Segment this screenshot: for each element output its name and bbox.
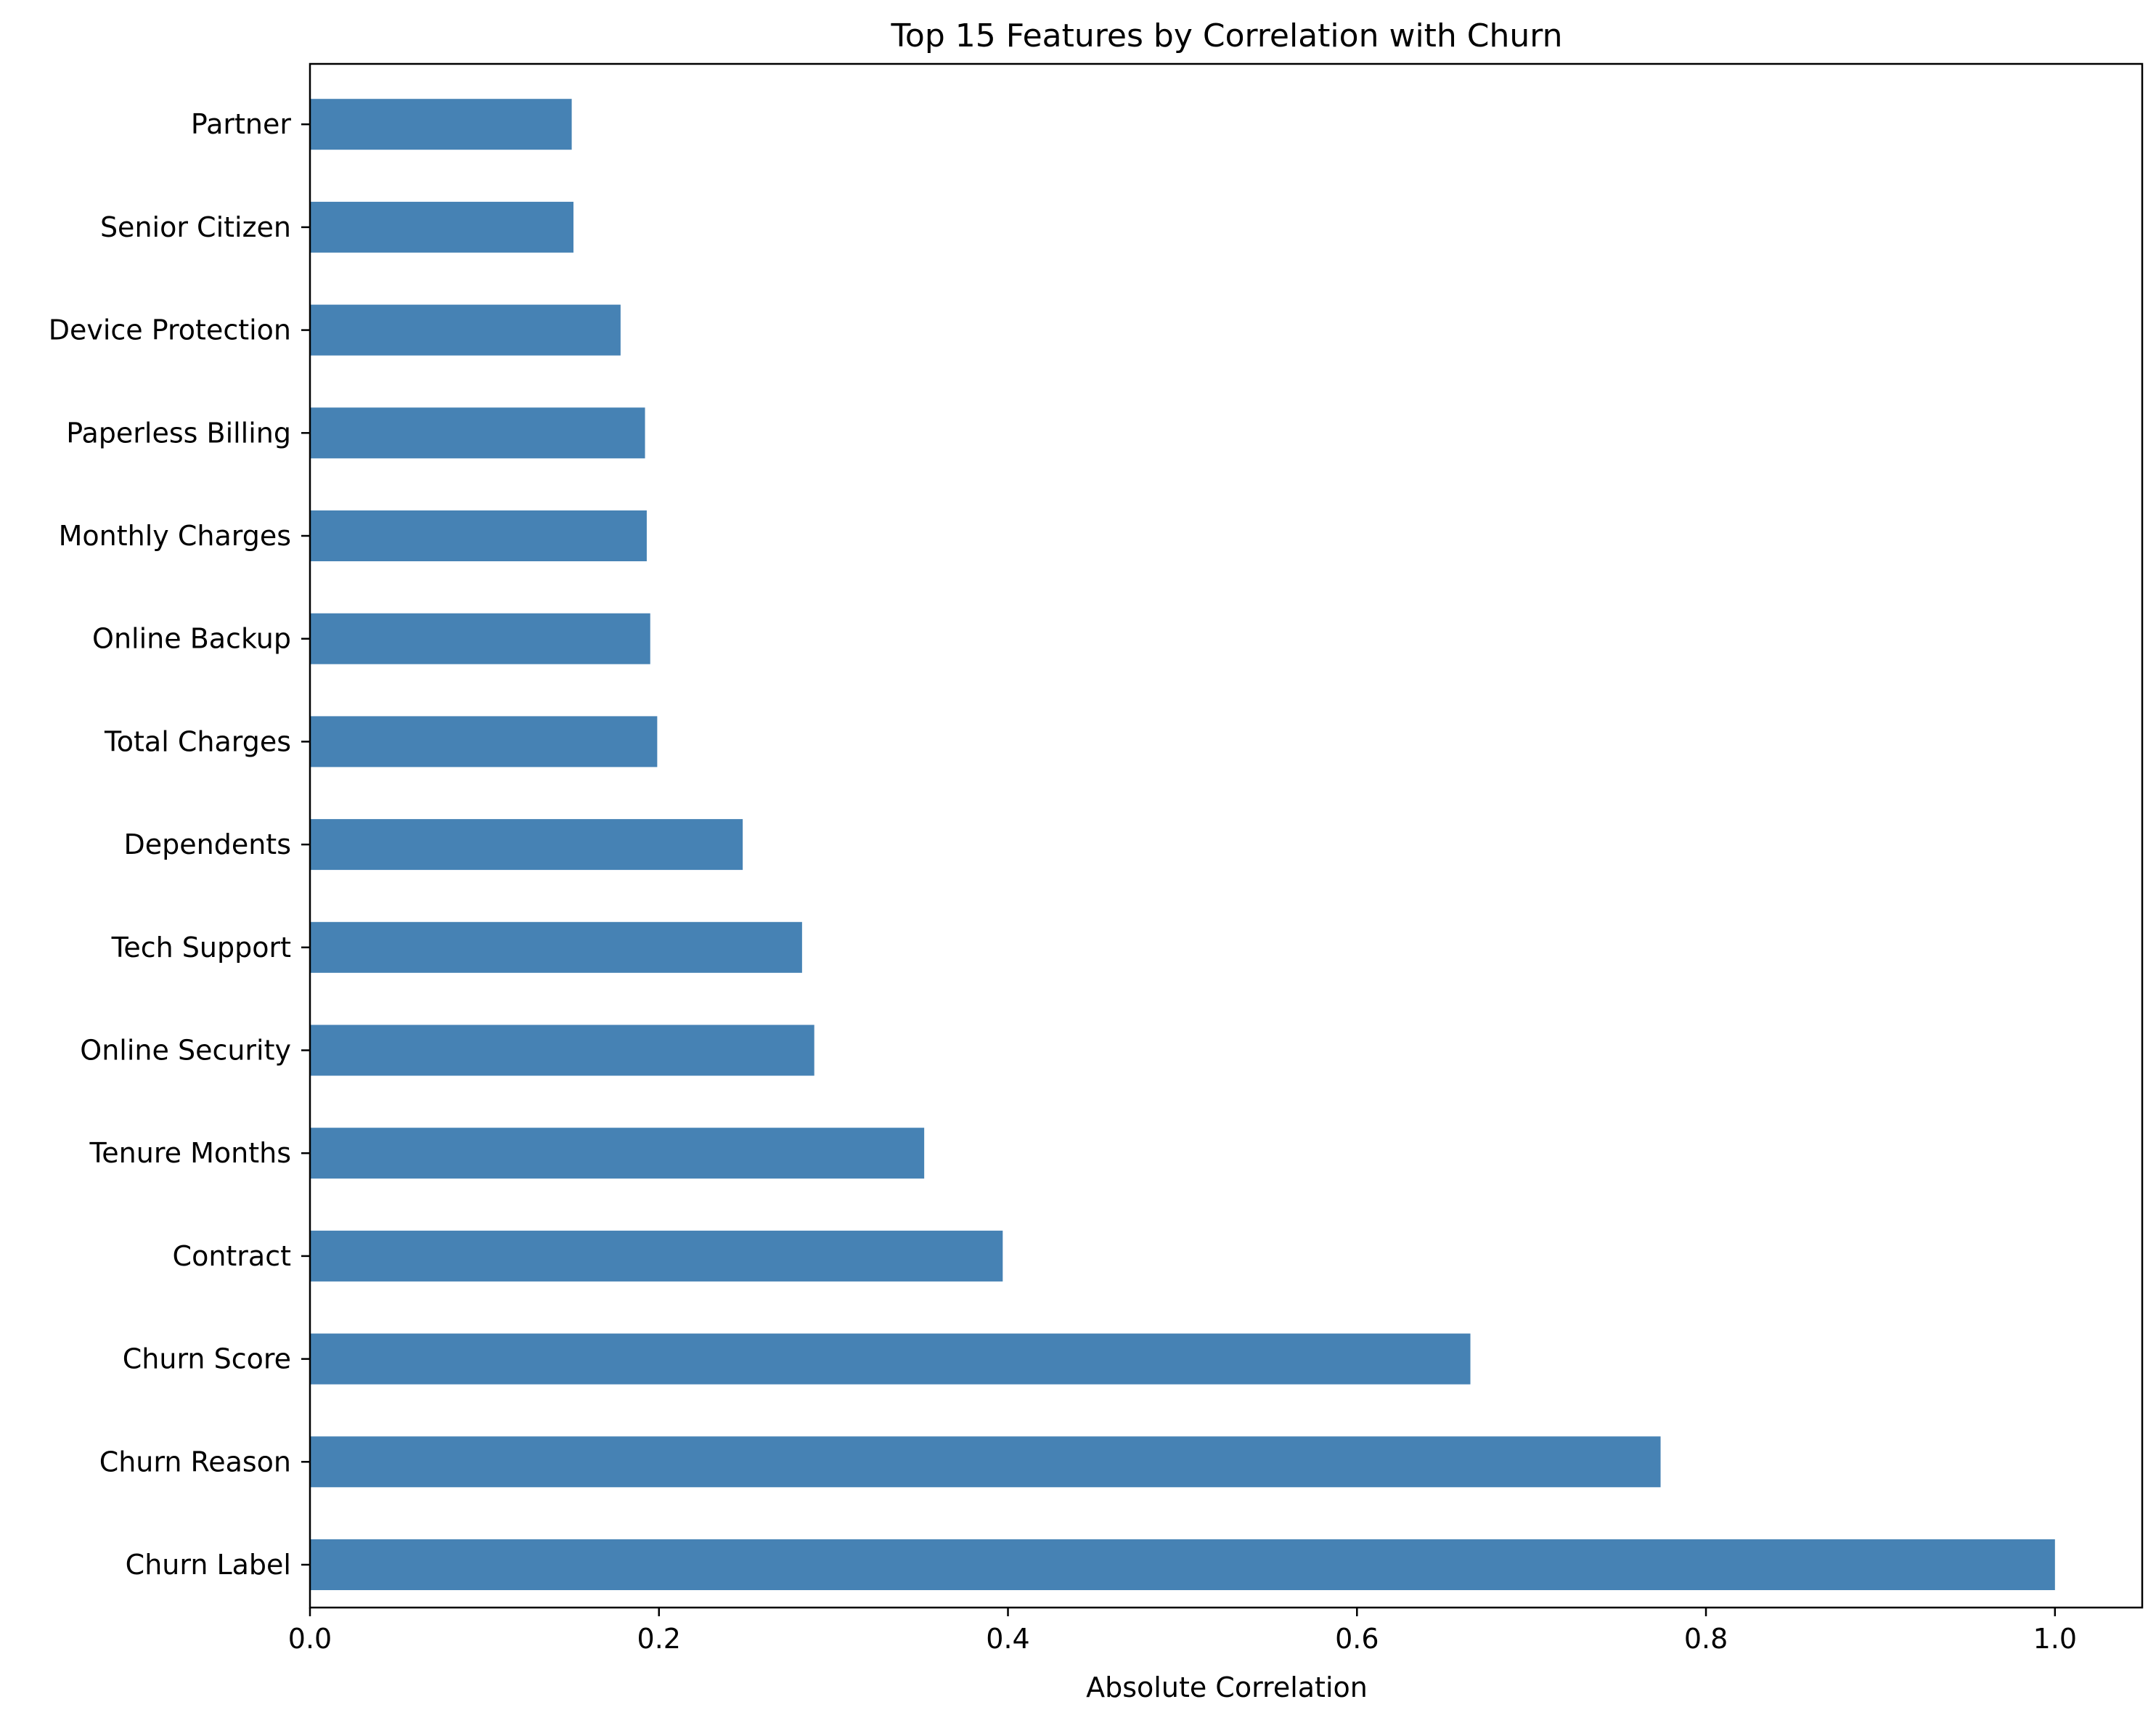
y-tick-label: Tenure Months bbox=[89, 1137, 291, 1169]
y-tick-label: Senior Citizen bbox=[100, 211, 291, 243]
bar bbox=[310, 201, 573, 253]
chart-title: Top 15 Features by Correlation with Chur… bbox=[891, 17, 1563, 54]
y-tick-label: Online Backup bbox=[92, 623, 291, 655]
y-tick-label: Churn Reason bbox=[99, 1446, 291, 1478]
y-tick-label: Dependents bbox=[123, 828, 291, 860]
bar bbox=[310, 99, 572, 150]
x-tick-label: 1.0 bbox=[2033, 1623, 2077, 1655]
bar bbox=[310, 1539, 2055, 1590]
bar bbox=[310, 304, 621, 356]
bar bbox=[310, 921, 802, 973]
bar bbox=[310, 819, 743, 871]
bar bbox=[310, 1128, 925, 1179]
y-tick-label: Partner bbox=[191, 108, 291, 140]
x-tick-label: 0.0 bbox=[288, 1623, 332, 1655]
x-axis-ticks: 0.0 0.2 0.4 0.6 0.8 1.0 bbox=[288, 1608, 2077, 1655]
bar bbox=[310, 1333, 1471, 1385]
y-tick-label: Device Protection bbox=[49, 314, 291, 346]
x-tick-label: 0.2 bbox=[637, 1623, 681, 1655]
x-tick-label: 0.8 bbox=[1684, 1623, 1728, 1655]
y-tick-label: Contract bbox=[173, 1240, 291, 1272]
y-tick-label: Tech Support bbox=[111, 932, 291, 964]
bar bbox=[310, 716, 658, 767]
y-axis-ticks: Churn Label Churn Reason Churn Score Contra… bbox=[49, 108, 310, 1581]
bar bbox=[310, 407, 645, 459]
y-tick-label: Monthly Charges bbox=[59, 520, 291, 552]
y-tick-label: Total Charges bbox=[104, 725, 291, 757]
bars-layer bbox=[310, 99, 2055, 1590]
y-tick-label: Churn Label bbox=[126, 1549, 291, 1581]
y-tick-label: Churn Score bbox=[123, 1343, 291, 1375]
y-tick-label: Paperless Billing bbox=[66, 417, 291, 449]
x-axis-label: Absolute Correlation bbox=[1086, 1671, 1368, 1703]
bar bbox=[310, 613, 650, 664]
bar bbox=[310, 1230, 1003, 1282]
y-tick-label: Online Security bbox=[80, 1035, 291, 1067]
plot-frame bbox=[309, 62, 2144, 1609]
bar bbox=[310, 1025, 814, 1076]
x-tick-label: 0.4 bbox=[986, 1623, 1029, 1655]
bar bbox=[310, 510, 647, 561]
bar bbox=[310, 1436, 1661, 1488]
x-tick-label: 0.6 bbox=[1335, 1623, 1379, 1655]
